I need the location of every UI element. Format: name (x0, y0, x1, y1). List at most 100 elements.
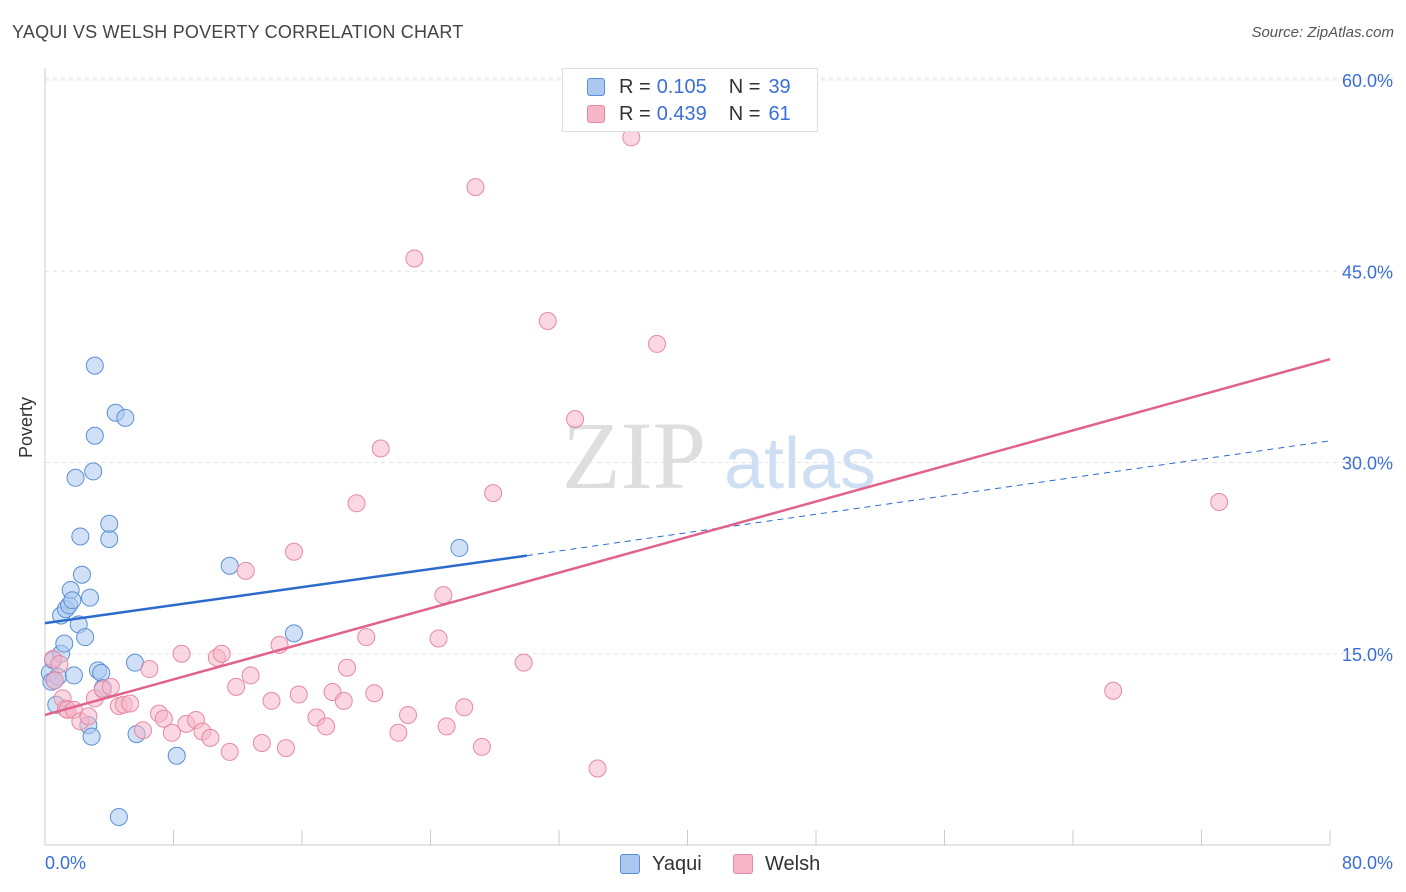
x-tick-label: 80.0% (1342, 853, 1393, 873)
axis-layer (44, 68, 1331, 846)
welsh-point (227, 677, 246, 696)
y-tick-label: 60.0% (1342, 71, 1393, 91)
welsh-point (212, 644, 231, 663)
welsh-point (357, 628, 376, 647)
yaqui-point (84, 462, 103, 481)
welsh-point (399, 705, 418, 724)
source-label: Source: ZipAtlas.com (1251, 24, 1394, 41)
welsh-point (172, 644, 191, 663)
yaqui-point (72, 565, 91, 584)
yaqui-point (116, 408, 135, 427)
legend-r-label: R = (619, 75, 651, 98)
welsh-point (121, 694, 140, 713)
yaqui-legend-swatch-icon (620, 854, 640, 874)
welsh-point (538, 311, 557, 330)
legend-row-welsh: R = 0.439 N = 61 (587, 102, 791, 126)
welsh-point (337, 658, 356, 677)
welsh-point (220, 742, 239, 761)
yaqui-point (55, 634, 74, 653)
bottom-legend-yaqui: Yaqui (620, 852, 702, 876)
watermark-zip: ZIP (562, 402, 706, 509)
welsh-point (437, 717, 456, 736)
yaqui-point (167, 746, 186, 765)
yaqui-point (100, 514, 119, 533)
yaqui-point (220, 556, 239, 575)
trend-layer (44, 358, 1331, 717)
welsh-point (455, 698, 474, 717)
yaqui-point (66, 468, 85, 487)
welsh-point (284, 542, 303, 561)
bottom-legend-yaqui-label: Yaqui (652, 852, 702, 875)
welsh-point (79, 707, 98, 726)
y-axis-label: Poverty (16, 396, 36, 458)
x-tick-label: 0.0% (45, 853, 86, 873)
welsh-legend-swatch-icon (733, 854, 753, 874)
yaqui-point (109, 807, 128, 826)
welsh-point (241, 666, 260, 685)
welsh-point (317, 717, 336, 736)
welsh-point (647, 334, 666, 353)
chart-title: YAQUI VS WELSH POVERTY CORRELATION CHART (12, 22, 464, 42)
yaqui-point (85, 356, 104, 375)
points-layer (40, 128, 1229, 826)
yaqui-point (85, 426, 104, 445)
yaqui-swatch-icon (587, 78, 605, 96)
welsh-point (484, 484, 503, 503)
yaqui-trend-extension (526, 440, 1331, 557)
welsh-point (162, 723, 181, 742)
y-tick-label: 15.0% (1342, 645, 1393, 665)
welsh-point (466, 178, 485, 197)
bottom-legend-welsh: Welsh (733, 852, 820, 876)
welsh-point (276, 739, 295, 758)
y-tick-label: 30.0% (1342, 454, 1393, 474)
welsh-point (45, 671, 64, 690)
welsh-point (365, 684, 384, 703)
welsh-point (201, 728, 220, 747)
welsh-trend-line (44, 358, 1331, 717)
yaqui-point (82, 727, 101, 746)
yaqui-point (100, 530, 119, 548)
yaqui-point (284, 624, 303, 643)
legend-r-label: R = (619, 102, 651, 125)
welsh-point (50, 654, 69, 673)
welsh-point (347, 494, 366, 513)
yaqui-point (76, 628, 95, 647)
welsh-point (514, 653, 533, 672)
legend-row-yaqui: R = 0.105 N = 39 (587, 75, 791, 99)
yaqui-point (64, 666, 83, 685)
legend-n-label: N = (728, 102, 761, 125)
correlation-legend: R = 0.105 N = 39 R = 0.439 N = 61 (562, 68, 818, 132)
yaqui-point (63, 591, 82, 610)
welsh-point (101, 677, 120, 696)
yaqui-point (71, 527, 90, 546)
welsh-point (389, 723, 408, 742)
welsh-swatch-icon (587, 105, 605, 123)
welsh-point (434, 586, 453, 605)
tick-label-layer: 15.0% 30.0% 45.0% 60.0% 0.0% 80.0% (45, 71, 1393, 873)
watermark: ZIP atlas (562, 402, 876, 509)
legend-n-value: 39 (768, 75, 791, 98)
yaqui-point (450, 538, 469, 557)
welsh-point (1104, 681, 1123, 700)
welsh-point (140, 660, 159, 679)
welsh-point (262, 691, 281, 710)
welsh-point (371, 439, 390, 458)
bottom-legend-welsh-label: Welsh (765, 852, 821, 875)
welsh-point (566, 410, 585, 429)
welsh-point (1210, 493, 1229, 512)
welsh-point (405, 249, 424, 268)
legend-r-value: 0.105 (656, 75, 707, 98)
yaqui-point (80, 588, 99, 607)
welsh-point (154, 709, 173, 728)
yaqui-trend-line (44, 554, 528, 625)
welsh-point (334, 691, 353, 710)
legend-n-label: N = (728, 75, 761, 98)
welsh-point (236, 561, 255, 580)
welsh-point (133, 721, 152, 740)
welsh-point (289, 685, 308, 704)
welsh-point (252, 734, 271, 752)
welsh-point (429, 629, 448, 648)
y-tick-label: 45.0% (1342, 262, 1393, 282)
welsh-point (472, 737, 491, 756)
